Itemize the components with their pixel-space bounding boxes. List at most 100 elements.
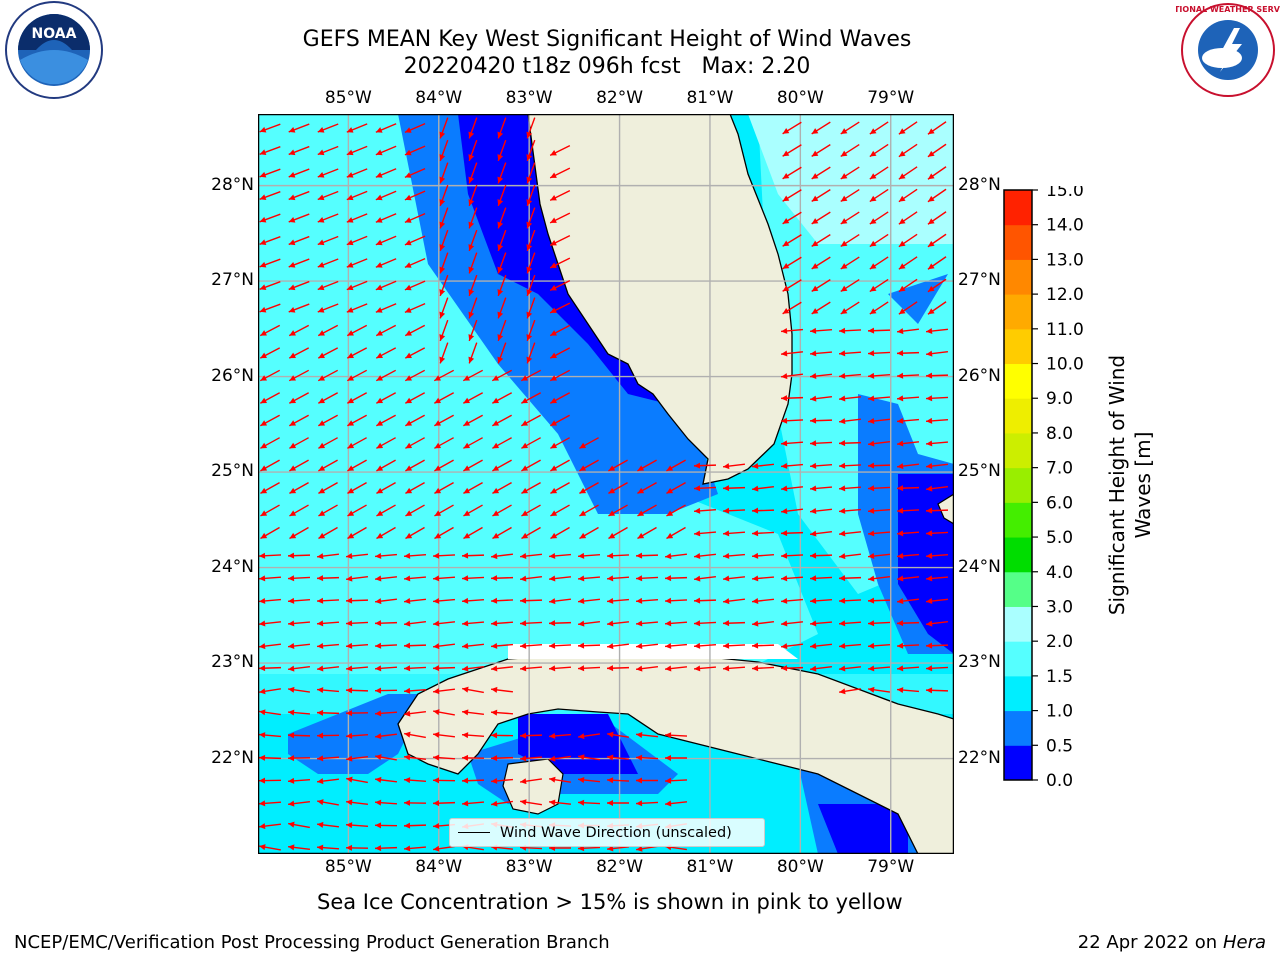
wave-arrow-head xyxy=(404,552,411,559)
wave-arrow-head xyxy=(346,597,353,604)
wave-arrow-head xyxy=(897,417,904,424)
wave-arrow-head xyxy=(375,262,383,268)
wave-arrow-head xyxy=(260,465,268,471)
wave-arrow-head xyxy=(810,665,817,672)
wave-arrow-head xyxy=(869,308,877,315)
wave-arrow-head xyxy=(521,397,529,404)
wave-arrow-head xyxy=(289,465,297,471)
colorbar-tick-label: 14.0 xyxy=(1046,216,1084,236)
colorbar-tick-label: 1.5 xyxy=(1046,667,1073,687)
wave-arrow-head xyxy=(579,510,587,516)
wave-arrow-head xyxy=(694,485,701,492)
wave-arrow-head xyxy=(317,262,325,268)
wave-arrow-head xyxy=(810,462,817,469)
sea-ice-footnote: Sea Ice Concentration > 15% is shown in … xyxy=(317,890,903,914)
wave-arrow-head xyxy=(578,575,585,582)
wave-arrow-head xyxy=(288,552,295,559)
wave-arrow-head xyxy=(810,417,817,424)
legend-line-swatch xyxy=(458,832,490,833)
wave-arrow-head xyxy=(840,240,848,247)
wave-arrow-head xyxy=(526,154,533,161)
wave-arrow-head xyxy=(289,487,297,494)
wave-arrow-head xyxy=(666,465,674,471)
wave-arrow-head xyxy=(781,508,788,515)
wave-arrow-head xyxy=(317,732,324,739)
wave-arrow-head xyxy=(926,463,933,470)
wave-arrow-head xyxy=(259,216,267,223)
wave-arrow-head xyxy=(433,643,440,650)
wave-arrow-head xyxy=(897,530,904,537)
wave-arrow-head xyxy=(752,463,759,470)
wave-arrow-head xyxy=(497,334,504,341)
wave-arrow-head xyxy=(317,755,324,762)
wave-arrow-head xyxy=(259,597,266,604)
wave-arrow-head xyxy=(550,532,558,539)
wave-arrow-head xyxy=(781,350,788,357)
footer-host: Hera xyxy=(1222,932,1266,953)
wave-arrow-head xyxy=(405,510,413,516)
wave-arrow-head xyxy=(260,442,268,449)
colorbar-swatch xyxy=(1004,467,1032,503)
wave-arrow-head xyxy=(433,620,440,627)
colorbar-swatch xyxy=(1004,259,1032,295)
wave-arrow-head xyxy=(260,510,268,516)
wave-arrow-head xyxy=(868,553,875,560)
wave-arrow-head xyxy=(317,217,325,223)
wave-arrow-head xyxy=(839,620,846,627)
lon-tick-bottom: 82°W xyxy=(596,857,644,877)
wave-arrow-head xyxy=(463,465,471,471)
wave-arrow-head xyxy=(810,643,817,650)
wave-arrow-head xyxy=(288,709,295,716)
wave-arrow-head xyxy=(520,799,527,806)
wave-arrow-head xyxy=(375,799,382,806)
wave-arrow-head xyxy=(468,266,475,274)
wave-arrow-head xyxy=(694,507,701,514)
wave-arrow-head xyxy=(810,552,817,559)
wave-arrow-head xyxy=(665,732,672,739)
wave-arrow-head xyxy=(927,240,935,247)
wave-arrow-head xyxy=(404,127,412,133)
wave-arrow-head xyxy=(868,530,875,537)
wave-arrow-head xyxy=(491,575,498,582)
wave-arrow-head xyxy=(665,777,672,784)
wave-arrow-head xyxy=(752,575,759,582)
wave-arrow-head xyxy=(578,776,585,783)
wave-arrow-head xyxy=(636,643,643,650)
wave-arrow-head xyxy=(636,597,643,604)
colorbar-label-line1: Significant Height of Wind xyxy=(1105,354,1129,616)
colorbar-swatch xyxy=(1004,294,1032,330)
wave-arrow-head xyxy=(811,218,819,224)
wave-arrow-head xyxy=(288,800,295,807)
wave-arrow-head xyxy=(318,420,326,426)
wave-arrow-head xyxy=(810,373,817,380)
wave-arrow-head xyxy=(462,620,469,627)
wave-arrow-head xyxy=(898,263,906,270)
footer-credit: NCEP/EMC/Verification Post Processing Pr… xyxy=(14,932,610,953)
wave-arrow-head xyxy=(723,642,730,649)
wave-arrow-head xyxy=(781,395,788,402)
wave-arrow-head xyxy=(608,487,616,494)
wave-arrow-head xyxy=(260,375,268,381)
lon-tick-bottom: 80°W xyxy=(776,857,824,877)
wave-arrow-head xyxy=(376,532,384,539)
wave-arrow-head xyxy=(868,395,875,402)
wave-arrow-head xyxy=(288,216,296,223)
lat-tick-right: 24°N xyxy=(958,556,1001,577)
wave-arrow-head xyxy=(927,195,935,202)
wave-arrow-head xyxy=(375,710,382,717)
wave-arrow-head xyxy=(492,420,500,426)
wave-arrow-head xyxy=(346,844,353,851)
wave-arrow-head xyxy=(636,620,643,627)
wave-arrow-head xyxy=(868,485,875,492)
wave-arrow-head xyxy=(781,575,788,582)
wave-arrow-head xyxy=(526,311,533,319)
wave-arrow-head xyxy=(317,821,324,828)
wave-arrow-head xyxy=(723,665,730,672)
wind-wave-direction-arrows xyxy=(258,117,949,852)
wave-arrow-head xyxy=(636,845,643,852)
wave-arrow-head xyxy=(439,176,446,184)
wave-arrow-head xyxy=(288,597,295,604)
wave-arrow-head xyxy=(578,754,585,761)
colorbar-tick-label: 0.0 xyxy=(1046,771,1073,786)
wave-arrow-head xyxy=(463,510,471,516)
